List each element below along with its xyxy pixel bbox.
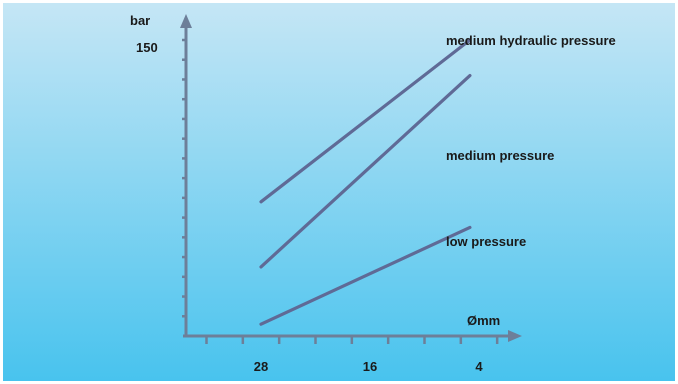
x-tick-label-28: 28	[254, 359, 268, 374]
series-label-low-pressure: low pressure	[446, 234, 526, 249]
series-label-medium-hydraulic-pressure: medium hydraulic pressure	[446, 33, 616, 48]
y-tick-label-150: 150	[136, 40, 158, 55]
x-axis-label: Ømm	[467, 313, 500, 328]
y-axis-label: bar	[130, 13, 150, 28]
chart-background	[3, 3, 675, 381]
series-label-medium-pressure: medium pressure	[446, 148, 554, 163]
series-line-medium-hydraulic-pressure	[259, 38, 472, 204]
chart-labels: bar 150 Ømm 28 16 4 medium hydraulic pre…	[130, 13, 616, 374]
series-lines	[259, 38, 472, 326]
series-line-low-pressure	[259, 225, 472, 326]
x-axis-arrow	[508, 330, 522, 342]
x-tick-label-4: 4	[475, 359, 483, 374]
y-axis-arrow	[180, 14, 192, 28]
axes	[180, 14, 522, 344]
series-line-medium-pressure	[259, 73, 472, 269]
x-tick-label-16: 16	[363, 359, 377, 374]
